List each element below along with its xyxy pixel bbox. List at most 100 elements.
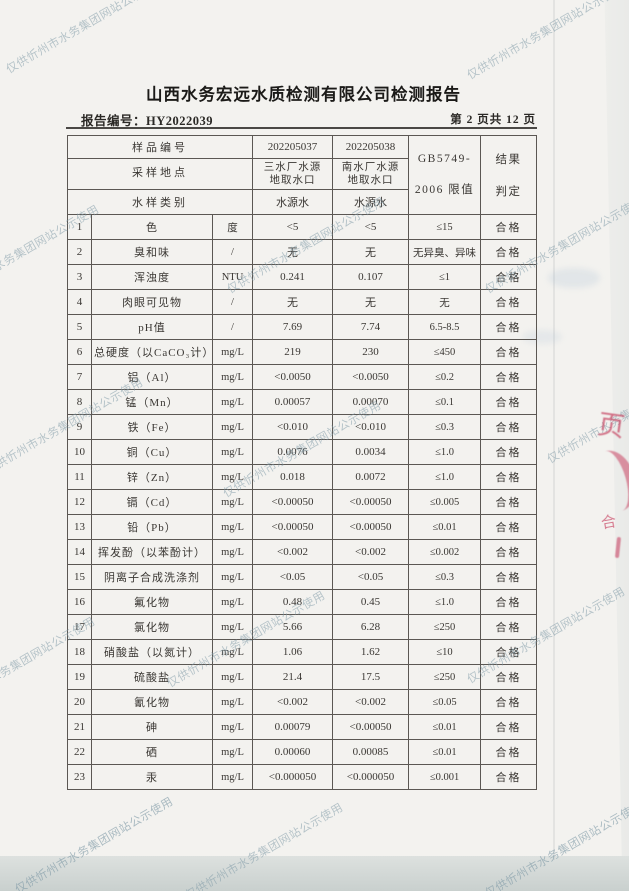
cell-parameter: 阴离子合成洗涤剂 [91,564,213,590]
table-row: 18 硝酸盐（以氮计） mg/L 1.06 1.62 ≤10 合格 [67,639,538,665]
cell-unit: mg/L [211,564,254,590]
cell-index: 6 [67,339,92,365]
page-indicator: 第 2 页共 12 页 [450,114,536,126]
table-body: 1 色度 <5 <5 ≤15 合格 2 臭和味 / 无无无异臭、异味 合格 3 浑浊度 NTU 0.241 0… [67,214,538,790]
table-header: 样品编号 202205037 202205038 GB5749- 2006 限值… [66,135,538,215]
cell-value-sample1: 5.66 [252,614,334,640]
limit-standard-label: GB5749- 2006 限值 [411,137,478,214]
cell-value-sample1: <0.010 [252,414,334,440]
cell-index: 11 [67,464,92,490]
cell-parameter: 铁（Fe） [91,414,213,440]
cell-unit: mg/L [211,439,254,465]
cell-unit: mg/L [211,739,254,765]
cell-unit: mg/L [211,414,254,440]
cell-value-sample1: 0.00057 [252,389,334,415]
table-row: 4 肉眼可见物 / 无无无合格 [67,289,538,315]
cell-result: 合格 [480,314,538,340]
cell-limit: ≤0.05 [408,689,482,715]
cell-limit: 无异臭、异味 [408,239,482,265]
cell-unit: mg/L [211,689,254,715]
cell-index: 10 [67,439,92,465]
water-quality-table: 样品编号 202205037 202205038 GB5749- 2006 限值… [66,135,538,790]
cell-unit: mg/L [211,364,254,390]
cell-unit: 度 [211,214,254,240]
cell-limit: ≤1 [408,264,482,290]
cell-limit: ≤15 [408,214,482,240]
cell-result: 合格 [480,764,538,790]
cell-result: 合格 [480,339,538,365]
cell-result: 合格 [480,414,538,440]
cell-limit: 6.5-8.5 [408,314,482,340]
cell-parameter: 镉（Cd） [91,489,213,515]
cell-parameter: 砷 [91,714,213,740]
cell-unit: mg/L [211,489,254,515]
cell-parameter: 肉眼可见物 [91,289,213,315]
header-sample-no-2: 202205038 [332,135,410,159]
table-row: 6 总硬度（以CaCO₃计） mg/L 219 230 ≤450 合格 [67,339,538,365]
cell-value-sample1: 无 [252,239,334,265]
cell-index: 13 [67,514,92,540]
cell-value-sample1: 0.48 [252,589,334,615]
cell-index: 15 [67,564,92,590]
cell-value-sample2: <0.00050 [332,514,410,540]
header-sample-no-1: 202205037 [252,135,334,159]
table-row: 17 氯化物 mg/L 5.66 6.28 ≤250 合格 [67,614,538,640]
cell-result: 合格 [480,539,538,565]
cell-unit: mg/L [211,639,254,665]
cell-result: 合格 [480,614,538,640]
cell-limit: ≤1.0 [408,464,482,490]
cell-value-sample1: <0.002 [252,689,334,715]
cell-limit: ≤1.0 [408,589,482,615]
cell-limit: ≤0.01 [408,514,482,540]
cell-result: 合格 [480,739,538,765]
cell-parameter: 铝（Al） [91,364,213,390]
cell-value-sample2: 7.74 [332,314,410,340]
table-row: 11 锌（Zn） mg/L 0.018 0.0072 ≤1.0 合格 [67,464,538,490]
table-row: 10 铜（Cu） mg/L 0.0076 0.0034 ≤1.0 合格 [67,439,538,465]
cell-result: 合格 [480,689,538,715]
table-row: 3 浑浊度 NTU 0.241 0.107 ≤1 合格 [67,264,538,290]
cell-unit: mg/L [211,589,254,615]
cell-index: 2 [67,239,92,265]
header-category-label: 水样类别 [66,189,254,215]
cell-result: 合格 [480,514,538,540]
cell-parameter: 氟化物 [91,589,213,615]
cell-value-sample1: 0.00060 [252,739,334,765]
cell-limit: ≤0.01 [408,714,482,740]
cell-unit: mg/L [211,614,254,640]
cell-value-sample1: 1.06 [252,639,334,665]
cell-value-sample1: <0.002 [252,539,334,565]
cell-value-sample1: 0.018 [252,464,334,490]
cell-value-sample2: <0.05 [332,564,410,590]
cell-value-sample1: 21.4 [252,664,334,690]
table-row: 7 铝（Al） mg/L <0.0050 <0.0050 ≤0.2 合格 [67,364,538,390]
cell-parameter: 总硬度（以CaCO₃计） [91,339,213,365]
cell-value-sample2: <0.0050 [332,364,410,390]
cell-unit: mg/L [211,464,254,490]
table-row: 5 pH值/7.69 7.74 6.5-8.5 合格 [67,314,538,340]
cell-index: 7 [67,364,92,390]
cell-parameter: 色 [91,214,213,240]
cell-unit: mg/L [211,389,254,415]
cell-value-sample2: <0.002 [332,539,410,565]
cell-value-sample2: <0.010 [332,414,410,440]
report-title: 山西水务宏远水质检测有限公司检测报告 [146,86,461,104]
cell-parameter: pH值 [91,314,213,340]
cell-value-sample1: <0.00050 [252,489,334,515]
cell-result: 合格 [480,564,538,590]
cell-parameter: 臭和味 [91,239,213,265]
table-row: 21 砷 mg/L 0.00079 <0.00050 ≤0.01 合格 [67,714,538,740]
cell-value-sample1: <0.000050 [252,764,334,790]
watermark-text: 仅供忻州市水务集团网站公示使用 [465,0,628,83]
table-row: 16 氟化物 mg/L 0.48 0.45 ≤1.0 合格 [67,589,538,615]
result-judgement-label: 结果 判定 [483,137,534,214]
limit-standard-line1: GB5749- [417,152,472,165]
header-result-column: 结果 判定 [480,135,538,215]
cell-limit: ≤0.3 [408,564,482,590]
cell-result: 合格 [480,289,538,315]
header-category-1: 水源水 [252,189,334,215]
cell-value-sample1: 无 [252,289,334,315]
cell-index: 5 [67,314,92,340]
cell-result: 合格 [480,264,538,290]
cell-limit: ≤250 [408,664,482,690]
